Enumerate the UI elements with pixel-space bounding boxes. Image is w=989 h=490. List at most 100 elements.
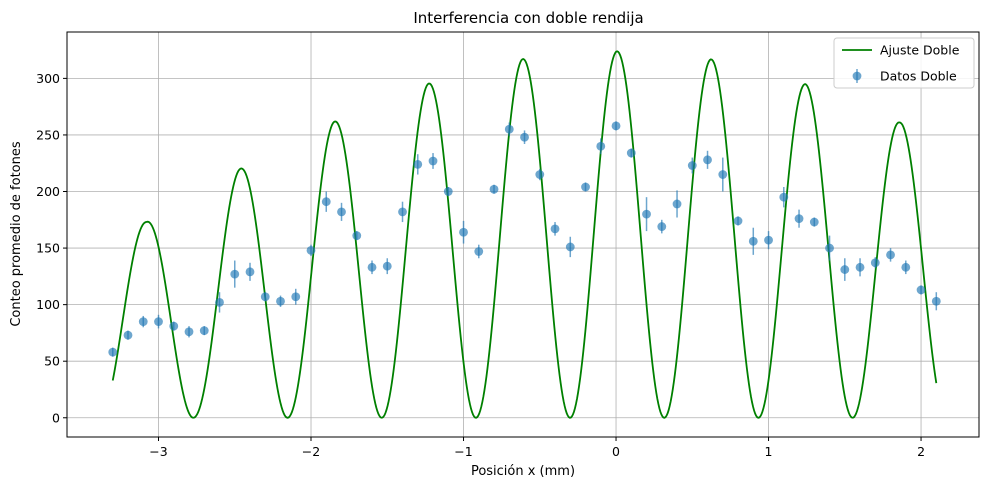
data-marker (642, 209, 651, 219)
data-point (138, 315, 148, 328)
data-marker (291, 292, 301, 302)
data-point (886, 248, 895, 262)
data-marker (703, 155, 712, 165)
data-point (382, 258, 392, 275)
data-point (443, 186, 453, 197)
x-tick-label: −1 (454, 444, 472, 459)
data-point (657, 219, 667, 234)
data-marker (184, 327, 194, 337)
data-point (581, 182, 590, 192)
data-point (520, 130, 529, 144)
data-marker (428, 156, 438, 166)
data-point (428, 153, 438, 169)
data-point (459, 220, 468, 244)
x-tick-label: −2 (302, 444, 320, 459)
data-point (306, 244, 316, 256)
data-point (840, 258, 850, 281)
data-marker (169, 321, 179, 331)
x-axis: −3 −2 −1 0 1 2 (149, 437, 925, 459)
data-marker (657, 222, 667, 231)
data-marker (520, 132, 529, 142)
data-marker (504, 124, 514, 134)
data-point (870, 257, 880, 269)
data-marker (916, 285, 926, 295)
data-marker (443, 187, 453, 196)
fit-layer (111, 50, 938, 419)
data-point (916, 285, 926, 295)
data-point (901, 260, 911, 275)
data-marker (886, 250, 895, 260)
data-marker (276, 296, 285, 306)
y-tick-label: 50 (44, 354, 60, 369)
data-point (215, 292, 224, 313)
x-tick-label: 1 (765, 444, 773, 459)
data-marker (215, 297, 224, 307)
data-point (825, 235, 834, 261)
data-point (764, 231, 773, 250)
data-marker (779, 192, 789, 202)
data-marker (550, 224, 560, 234)
data-marker (245, 267, 255, 277)
data-marker (108, 347, 118, 357)
data-point (230, 260, 240, 288)
data-point (855, 258, 865, 277)
y-tick-label: 200 (36, 184, 60, 199)
data-layer (108, 121, 941, 357)
data-marker (489, 184, 499, 194)
data-marker (321, 197, 331, 207)
data-marker (718, 170, 728, 179)
data-marker (199, 326, 209, 336)
data-point (642, 197, 651, 232)
y-axis-label: Conteo promedio de fotones (9, 141, 24, 327)
data-marker (535, 170, 545, 179)
data-marker (352, 231, 362, 241)
x-tick-label: 0 (612, 444, 620, 459)
data-point (352, 231, 362, 241)
data-marker (581, 182, 590, 192)
data-marker (931, 296, 941, 306)
data-point (779, 186, 789, 208)
data-point (703, 150, 712, 169)
legend-fit-label: Ajuste Doble (880, 43, 960, 58)
data-marker (260, 292, 270, 302)
data-marker (367, 262, 377, 272)
data-marker (901, 262, 911, 272)
data-point (809, 217, 819, 227)
data-marker (459, 227, 468, 237)
data-point (733, 216, 743, 226)
data-point (123, 330, 133, 340)
data-point (672, 190, 682, 218)
data-point (565, 236, 575, 258)
legend: Ajuste Doble Datos Doble (833, 37, 975, 89)
data-point (245, 262, 255, 281)
data-point (504, 122, 514, 137)
x-axis-label: Posición x (mm) (471, 464, 575, 479)
data-point (550, 222, 560, 236)
data-point (748, 227, 758, 255)
y-tick-label: 300 (36, 71, 60, 86)
chart-title: Interferencia con doble rendija (413, 9, 643, 27)
plot-frame (66, 31, 980, 438)
data-marker (138, 317, 148, 327)
legend-data-marker (852, 71, 862, 81)
data-point (260, 292, 270, 302)
data-point (398, 201, 407, 223)
x-tick-label: −3 (149, 444, 167, 459)
data-point (291, 288, 301, 305)
y-axis: 0 50 100 150 200 250 300 (36, 71, 67, 425)
y-tick-label: 250 (36, 127, 60, 142)
data-marker (748, 236, 758, 246)
data-marker (794, 214, 804, 224)
data-marker (398, 207, 407, 217)
data-point (154, 314, 163, 329)
data-marker (809, 217, 819, 227)
data-point (337, 202, 346, 221)
data-point (169, 321, 179, 331)
data-point (931, 292, 941, 311)
fit-line (111, 50, 938, 419)
data-marker (306, 245, 316, 255)
data-point (596, 138, 606, 155)
data-marker (840, 265, 850, 274)
data-point (276, 295, 285, 307)
